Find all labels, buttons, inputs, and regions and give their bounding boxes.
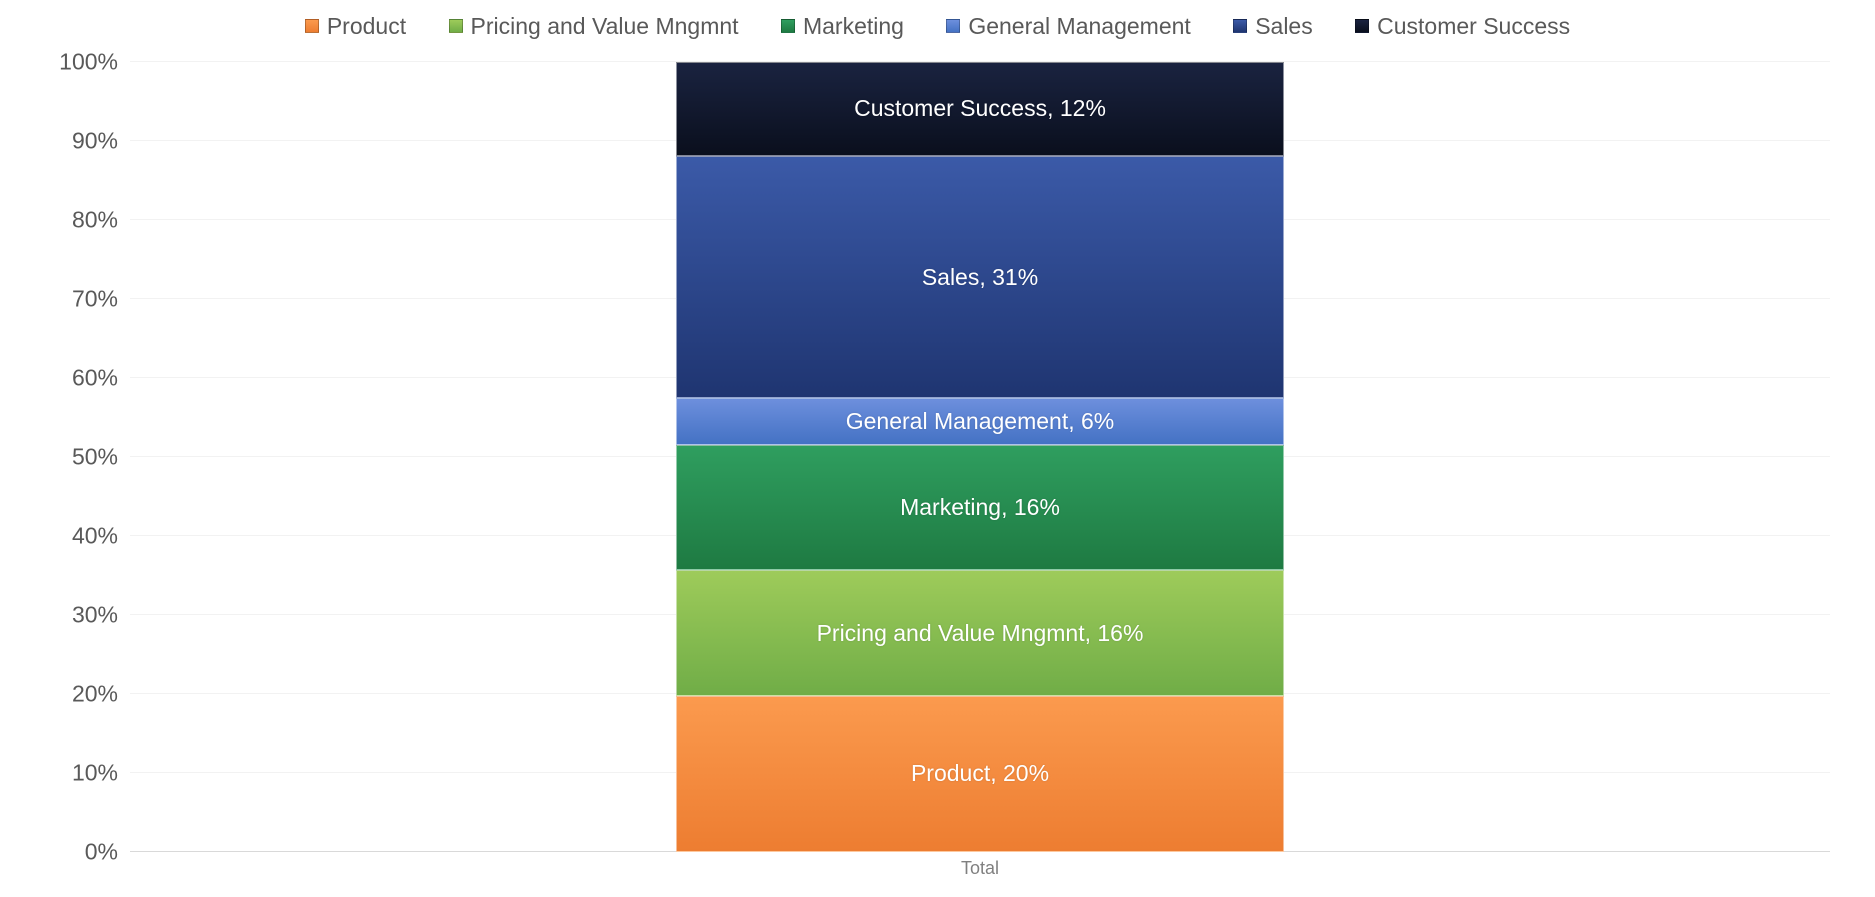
legend-label: Customer Success <box>1377 13 1570 40</box>
bar-segment-marketing: Marketing, 16% <box>676 445 1284 570</box>
data-label: Marketing, 16% <box>900 494 1060 521</box>
chart-legend: Product Pricing and Value Mngmnt Marketi… <box>0 12 1875 40</box>
y-axis-tick-label: 100% <box>0 49 118 76</box>
data-label: Pricing and Value Mngmnt, 16% <box>817 620 1144 647</box>
stacked-bar-chart: Product Pricing and Value Mngmnt Marketi… <box>0 0 1875 897</box>
y-axis-tick-label: 10% <box>0 760 118 787</box>
plot-area: Product, 20% Pricing and Value Mngmnt, 1… <box>130 62 1830 852</box>
legend-item-pricing: Pricing and Value Mngmnt <box>449 13 739 40</box>
legend-swatch <box>449 19 463 33</box>
data-label: Customer Success, 12% <box>854 95 1106 122</box>
y-axis-tick-label: 80% <box>0 207 118 234</box>
y-axis-tick-label: 90% <box>0 128 118 155</box>
legend-swatch <box>781 19 795 33</box>
legend-label: Sales <box>1255 13 1313 40</box>
bar-segment-genmgmt: General Management, 6% <box>676 398 1284 445</box>
legend-item-sales: Sales <box>1233 13 1313 40</box>
legend-swatch <box>946 19 960 33</box>
y-axis-tick-label: 70% <box>0 286 118 313</box>
y-axis-tick-label: 20% <box>0 681 118 708</box>
x-axis-category-label: Total <box>961 858 999 879</box>
bar-segment-pricing: Pricing and Value Mngmnt, 16% <box>676 570 1284 695</box>
stacked-bar-total: Product, 20% Pricing and Value Mngmnt, 1… <box>676 62 1284 852</box>
y-axis-tick-label: 50% <box>0 444 118 471</box>
legend-swatch <box>305 19 319 33</box>
bar-segment-sales: Sales, 31% <box>676 156 1284 398</box>
legend-item-genmgmt: General Management <box>946 13 1190 40</box>
bar-segment-product: Product, 20% <box>676 696 1284 852</box>
data-label: General Management, 6% <box>846 408 1115 435</box>
legend-item-product: Product <box>305 13 406 40</box>
y-axis-tick-label: 60% <box>0 365 118 392</box>
legend-label: Product <box>327 13 406 40</box>
legend-label: Marketing <box>803 13 904 40</box>
legend-label: General Management <box>968 13 1190 40</box>
legend-swatch <box>1355 19 1369 33</box>
y-axis-tick-label: 30% <box>0 602 118 629</box>
y-axis-tick-label: 40% <box>0 523 118 550</box>
legend-swatch <box>1233 19 1247 33</box>
data-label: Sales, 31% <box>922 264 1038 291</box>
y-axis-tick-label: 0% <box>0 839 118 866</box>
legend-label: Pricing and Value Mngmnt <box>471 13 739 40</box>
bar-segment-custsuccess: Customer Success, 12% <box>676 62 1284 156</box>
data-label: Product, 20% <box>911 760 1049 787</box>
legend-item-marketing: Marketing <box>781 13 904 40</box>
legend-item-custsuccess: Customer Success <box>1355 13 1570 40</box>
